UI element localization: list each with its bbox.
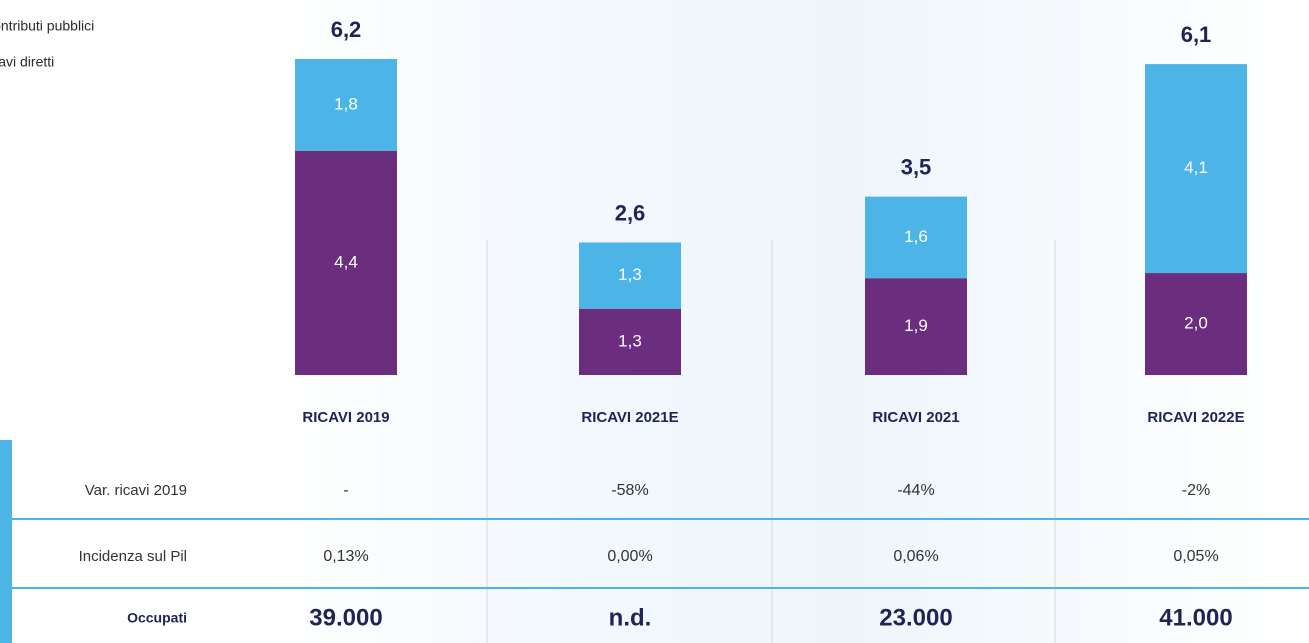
table-accent — [0, 440, 12, 643]
row-label: Occupati — [127, 610, 187, 626]
table-cell: -44% — [897, 482, 934, 499]
table-cell: 23.000 — [879, 604, 952, 631]
total-label: 3,5 — [901, 154, 932, 179]
value-label: 1,8 — [334, 94, 358, 113]
value-label: 4,1 — [1184, 158, 1208, 177]
bar-segment — [579, 242, 681, 309]
table-cell: 0,00% — [607, 548, 652, 565]
bar-segment — [295, 150, 397, 375]
table-cell: - — [343, 482, 348, 499]
bar-segment — [865, 278, 967, 375]
row-label: Var. ricavi 2019 — [85, 482, 187, 499]
x-tick-label: RICAVI 2021E — [581, 409, 678, 426]
table-cell: 39.000 — [309, 604, 382, 631]
table-cell: 41.000 — [1159, 604, 1232, 631]
total-label: 6,2 — [331, 17, 362, 42]
bar-segment — [865, 196, 967, 279]
table-cell: -2% — [1182, 482, 1210, 499]
legend-label: Ricavi diretti — [0, 54, 54, 70]
x-tick-label: RICAVI 2019 — [302, 409, 389, 426]
x-tick-label: RICAVI 2022E — [1147, 409, 1244, 426]
bar-segment — [295, 59, 397, 151]
total-label: 2,6 — [615, 200, 646, 225]
bar-segment — [1145, 273, 1247, 375]
bar-segment — [1145, 64, 1247, 274]
x-tick-label: RICAVI 2021 — [872, 409, 959, 426]
table-cell: n.d. — [609, 604, 652, 631]
value-label: 4,4 — [334, 252, 358, 271]
table-cell: -58% — [611, 482, 648, 499]
value-label: 1,3 — [618, 331, 642, 350]
table-cell: 0,06% — [893, 548, 938, 565]
value-label: 1,9 — [904, 316, 928, 335]
total-label: 6,1 — [1181, 22, 1212, 47]
legend-label: Contributi pubblici — [0, 18, 94, 34]
bar-segment — [579, 308, 681, 375]
table-cell: 0,05% — [1173, 548, 1218, 565]
value-label: 2,0 — [1184, 314, 1208, 333]
table-cell: 0,13% — [323, 548, 368, 565]
value-label: 1,3 — [618, 265, 642, 284]
row-label: Incidenza sul Pil — [79, 548, 187, 565]
value-label: 1,6 — [904, 227, 928, 246]
